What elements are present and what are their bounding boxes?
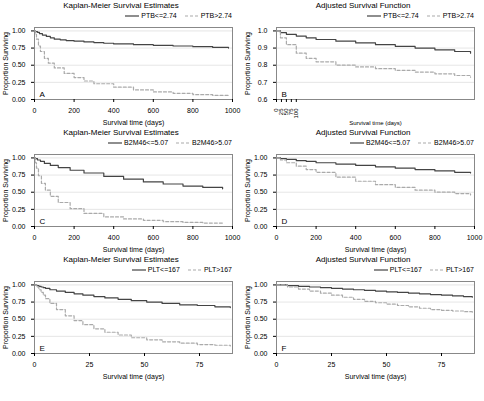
svg-text:1.0: 1.0: [258, 27, 268, 34]
html-text:Adjusted Survival Function: Adjusted Survival Function: [315, 1, 411, 10]
svg-text:Proportion Surviving: Proportion Surviving: [2, 32, 10, 95]
svg-text:0.00: 0.00: [254, 223, 268, 230]
svg-text:0.6: 0.6: [258, 96, 268, 103]
svg-text:25: 25: [328, 361, 336, 368]
html-text:Adjusted Survival Function: Adjusted Survival Function: [315, 128, 411, 137]
html-text:Kaplan-Meier Survival Estimate: Kaplan-Meier Survival Estimates: [63, 1, 179, 10]
svg-text:0.25: 0.25: [254, 333, 268, 340]
html-text:PLT>167: PLT>167: [445, 266, 474, 273]
svg-text:0.75: 0.75: [254, 171, 268, 178]
svg-text:1.00: 1.00: [12, 27, 26, 34]
svg-text:400: 400: [108, 234, 120, 241]
svg-text:Proportion Surviving: Proportion Surviving: [2, 286, 10, 349]
svg-text:1000: 1000: [225, 234, 241, 241]
svg-text:0.75: 0.75: [254, 298, 268, 305]
html-text:Kaplan-Meier Survival Estimate: Kaplan-Meier Survival Estimates: [63, 255, 179, 264]
html-text:PTB>2.74: PTB>2.74: [200, 12, 232, 19]
svg-text:C: C: [40, 217, 46, 226]
svg-text:0: 0: [275, 234, 279, 241]
svg-text:0: 0: [273, 108, 280, 112]
svg-text:0.7: 0.7: [258, 79, 268, 86]
svg-text:0.00: 0.00: [12, 96, 26, 103]
svg-text:0.25: 0.25: [254, 206, 268, 213]
svg-text:0.00: 0.00: [12, 350, 26, 357]
svg-text:800: 800: [429, 234, 441, 241]
html-text:PLT<=167: PLT<=167: [147, 266, 180, 273]
html-text:PLT<=167: PLT<=167: [389, 266, 422, 273]
svg-text:1000: 1000: [225, 107, 241, 114]
svg-text:0.25: 0.25: [12, 206, 26, 213]
html-text:Kaplan-Meier Survival Estimate: Kaplan-Meier Survival Estimates: [63, 128, 179, 137]
svg-text:0: 0: [275, 361, 279, 368]
svg-text:0.00: 0.00: [12, 223, 26, 230]
svg-text:Proportion Surviving: Proportion Surviving: [244, 286, 252, 349]
svg-text:E: E: [40, 344, 45, 353]
svg-text:0.75: 0.75: [12, 171, 26, 178]
svg-text:Survival time (days): Survival time (days): [103, 246, 164, 254]
html-text:B2M46<=5.07: B2M46<=5.07: [366, 139, 411, 146]
html-text:PLT>167: PLT>167: [203, 266, 232, 273]
html-text:PTB<=2.74: PTB<=2.74: [141, 12, 177, 19]
svg-text:75: 75: [438, 361, 446, 368]
svg-text:1.00: 1.00: [254, 154, 268, 161]
svg-text:Survival time (days): Survival time (days): [103, 373, 164, 381]
svg-text:50: 50: [141, 361, 149, 368]
svg-text:50: 50: [383, 361, 391, 368]
svg-text:400: 400: [350, 234, 362, 241]
svg-text:0.50: 0.50: [12, 61, 26, 68]
svg-text:1.00: 1.00: [254, 281, 268, 288]
svg-text:0.00: 0.00: [254, 350, 268, 357]
svg-text:D: D: [282, 217, 288, 226]
svg-text:1.00: 1.00: [12, 154, 26, 161]
svg-text:0.50: 0.50: [12, 315, 26, 322]
svg-text:Survival time (days): Survival time (days): [345, 246, 406, 254]
svg-text:0.8: 0.8: [258, 61, 268, 68]
svg-text:Survival time (days): Survival time (days): [349, 120, 402, 126]
svg-text:F: F: [282, 344, 287, 353]
svg-text:400: 400: [108, 107, 120, 114]
svg-text:50: 50: [283, 108, 290, 116]
svg-text:200: 200: [68, 234, 80, 241]
svg-text:1000: 1000: [467, 234, 483, 241]
svg-text:600: 600: [147, 107, 159, 114]
html-text:PTB>2.74: PTB>2.74: [442, 12, 474, 19]
svg-text:25: 25: [278, 108, 285, 116]
svg-text:75: 75: [196, 361, 204, 368]
html-text:Adjusted Survival Function: Adjusted Survival Function: [315, 255, 411, 264]
svg-text:800: 800: [187, 234, 199, 241]
svg-text:0: 0: [33, 361, 37, 368]
svg-text:0.75: 0.75: [12, 298, 26, 305]
svg-text:0: 0: [33, 107, 37, 114]
svg-text:Survival time (days): Survival time (days): [345, 373, 406, 381]
svg-text:1.00: 1.00: [12, 281, 26, 288]
svg-text:Proportion Surviving: Proportion Surviving: [244, 159, 252, 222]
svg-text:25: 25: [86, 361, 94, 368]
svg-text:0.50: 0.50: [254, 188, 268, 195]
svg-text:600: 600: [389, 234, 401, 241]
svg-text:0.75: 0.75: [12, 44, 26, 51]
svg-text:800: 800: [187, 107, 199, 114]
svg-text:75: 75: [288, 108, 295, 116]
svg-text:0.50: 0.50: [12, 188, 26, 195]
svg-text:200: 200: [68, 107, 80, 114]
svg-text:0.9: 0.9: [258, 44, 268, 51]
svg-text:Proportion Surviving: Proportion Surviving: [2, 159, 10, 222]
html-text:B2M46>5.07: B2M46>5.07: [434, 139, 474, 146]
svg-text:Proportion Surviving: Proportion Surviving: [244, 32, 252, 95]
html-text:B2M46<=5.07: B2M46<=5.07: [124, 139, 169, 146]
svg-text:0.25: 0.25: [12, 79, 26, 86]
svg-text:600: 600: [147, 234, 159, 241]
svg-text:Survival time (days): Survival time (days): [103, 119, 164, 127]
svg-text:0: 0: [33, 234, 37, 241]
svg-text:0.25: 0.25: [12, 333, 26, 340]
svg-text:200: 200: [310, 234, 322, 241]
svg-text:A: A: [40, 90, 46, 99]
html-text:B2M46>5.07: B2M46>5.07: [192, 139, 232, 146]
html-text:PTB<=2.74: PTB<=2.74: [383, 12, 419, 19]
svg-text:100: 100: [293, 108, 299, 119]
svg-text:0.50: 0.50: [254, 315, 268, 322]
svg-text:B: B: [282, 90, 287, 99]
